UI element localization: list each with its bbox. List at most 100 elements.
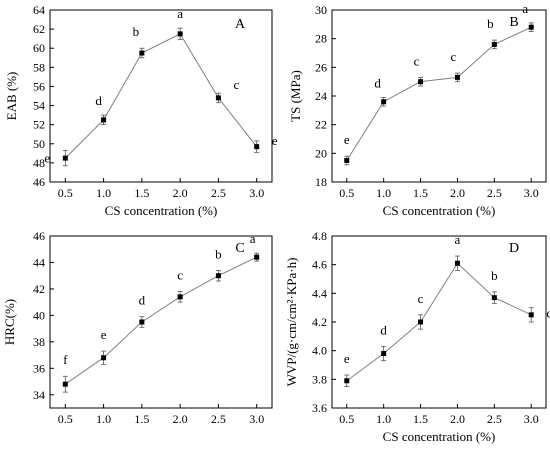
panel-c-y-tick-label: 46 — [33, 229, 45, 243]
panel-d-significance-letter: c — [546, 306, 550, 321]
panel-d-data-point — [418, 319, 424, 325]
panel-d-y-tick-label: 4.4 — [312, 286, 327, 300]
panel-a-x-tick-label: 1.0 — [96, 186, 111, 200]
panel-b-y-tick-label: 30 — [315, 3, 327, 17]
panel-b-significance-letter: e — [344, 132, 350, 147]
panel-b-x-tick-label: 1.5 — [413, 186, 428, 200]
panel-b-series-line — [346, 26, 532, 161]
panel-b-y-tick-label: 22 — [315, 118, 327, 132]
panel-a-y-tick-label: 60 — [33, 41, 45, 55]
panel-b-x-tick-label: 0.5 — [339, 186, 354, 200]
panel-b-data-point — [344, 158, 350, 163]
panel-d-significance-letter: e — [344, 351, 350, 366]
panel-d-data-point — [528, 312, 534, 318]
panel-c-significance-letter: f — [63, 352, 68, 367]
panel-a-x-tick-label: 2.0 — [173, 186, 188, 200]
panel-c-data-point — [62, 381, 68, 387]
panel-a-y-tick-label: 56 — [33, 79, 45, 93]
panel-d-significance-letter: a — [455, 232, 461, 247]
panel-b-y-tick-label: 20 — [315, 146, 327, 160]
panel-b-significance-letter: c — [414, 53, 420, 68]
panel-b-significance-letter: c — [451, 49, 457, 64]
panel-a-significance-letter: d — [95, 93, 102, 108]
panel-c-x-tick-label: 1.0 — [96, 412, 111, 426]
panel-c-panel-letter: C — [235, 241, 244, 256]
panel-d-significance-letter: c — [418, 291, 424, 306]
panel-d-significance-letter: d — [380, 322, 387, 337]
panel-d-x-tick-label: 2.5 — [487, 412, 502, 426]
panel-d-data-point — [344, 378, 350, 384]
panel-d-y-tick-label: 4.2 — [312, 315, 327, 329]
panel-c-y-axis-title: HRC(%) — [2, 299, 17, 345]
panel-b-x-tick-label: 2.5 — [487, 186, 502, 200]
panel-d-y-tick-label: 3.8 — [312, 372, 327, 386]
panel-a-data-point — [101, 117, 107, 123]
panel-a-y-tick-label: 58 — [33, 60, 45, 74]
panel-a-y-tick-label: 54 — [33, 99, 45, 113]
panel-a-x-tick-label: 1.5 — [134, 186, 149, 200]
panel-c-x-tick-label: 2.0 — [173, 412, 188, 426]
panel-c-x-tick-label: 1.5 — [134, 412, 149, 426]
panel-d-x-axis-title: CS concentration (%) — [383, 429, 496, 444]
panel-c-x-tick-label: 3.0 — [249, 412, 264, 426]
panel-b-significance-letter: a — [522, 1, 528, 16]
panel-a-data-point — [62, 155, 68, 161]
panel-a-y-tick-label: 46 — [33, 175, 45, 189]
panel-c-significance-letter: c — [177, 268, 183, 283]
panel-d-x-tick-label: 3.0 — [524, 412, 539, 426]
panel-d-series-line — [346, 262, 532, 382]
panel-b-significance-letter: b — [487, 16, 494, 31]
panel-c-significance-letter: b — [215, 246, 222, 261]
panel-c-significance-letter: a — [250, 231, 256, 246]
panel-d-data-point — [491, 295, 497, 301]
panel-b-data-point — [454, 74, 460, 80]
panel-a-y-axis-title: EAB (%) — [4, 72, 19, 121]
panel-d-data-point — [454, 260, 460, 266]
panel-c-significance-letter: e — [101, 327, 107, 342]
panel-b-x-axis-title: CS concentration (%) — [383, 203, 496, 218]
panel-a-panel-letter: A — [235, 17, 246, 32]
panel-a-significance-letter: e — [272, 133, 278, 148]
panel-a-significance-letter: c — [234, 77, 240, 92]
panel-b-data-point — [491, 41, 497, 47]
panel-d-x-tick-label: 1.0 — [376, 412, 391, 426]
panel-d-y-axis-title: WVP/(g·cm/cm²·KPa·h) — [284, 258, 299, 387]
panel-a-x-axis-title: CS concentration (%) — [105, 203, 218, 218]
panel-d-y-tick-label: 4.6 — [312, 258, 327, 272]
panel-a-plot-frame — [49, 9, 273, 183]
panel-c-y-tick-label: 42 — [33, 282, 45, 296]
panel-c-data-point — [254, 254, 260, 260]
panel-a-y-tick-label: 62 — [33, 22, 45, 36]
panel-a-x-tick-label: 3.0 — [249, 186, 264, 200]
panel-a-y-tick-label: 52 — [33, 118, 45, 132]
panel-d-data-point — [381, 351, 387, 357]
panel-a-y-tick-label: 64 — [33, 3, 45, 17]
panel-d-x-tick-label: 0.5 — [339, 412, 354, 426]
panel-c-plot-frame — [49, 235, 273, 409]
panel-a-significance-letter: b — [133, 24, 140, 39]
panel-b-x-tick-label: 3.0 — [524, 186, 539, 200]
panel-c-data-point — [101, 355, 107, 361]
panel-d-x-tick-label: 2.0 — [450, 412, 465, 426]
panel-a-data-point — [254, 144, 260, 150]
panel-a-significance-letter: e — [44, 150, 50, 165]
panel-d-plot-frame — [331, 235, 547, 409]
panel-a-significance-letter: a — [177, 6, 183, 21]
panel-b-y-tick-label: 24 — [315, 89, 327, 103]
panel-c-y-tick-label: 40 — [33, 308, 45, 322]
panel-a-x-tick-label: 2.5 — [211, 186, 226, 200]
panel-b-significance-letter: d — [374, 75, 381, 90]
panel-b-x-tick-label: 1.0 — [376, 186, 391, 200]
panel-c-series-line — [65, 256, 257, 385]
panel-d-y-tick-label: 3.6 — [312, 401, 327, 415]
panel-d-significance-letter: b — [491, 268, 498, 283]
panel-b-y-tick-label: 26 — [315, 60, 327, 74]
panel-b-y-axis-title: TS (MPa) — [288, 70, 303, 122]
panel-d-panel-letter: D — [509, 241, 519, 256]
panel-c-y-tick-label: 44 — [33, 255, 45, 269]
panel-a-series-line — [64, 33, 258, 159]
panel-c-y-tick-label: 36 — [33, 361, 45, 375]
panel-b-panel-letter: B — [509, 15, 518, 30]
panel-c-y-tick-label: 34 — [33, 388, 45, 402]
